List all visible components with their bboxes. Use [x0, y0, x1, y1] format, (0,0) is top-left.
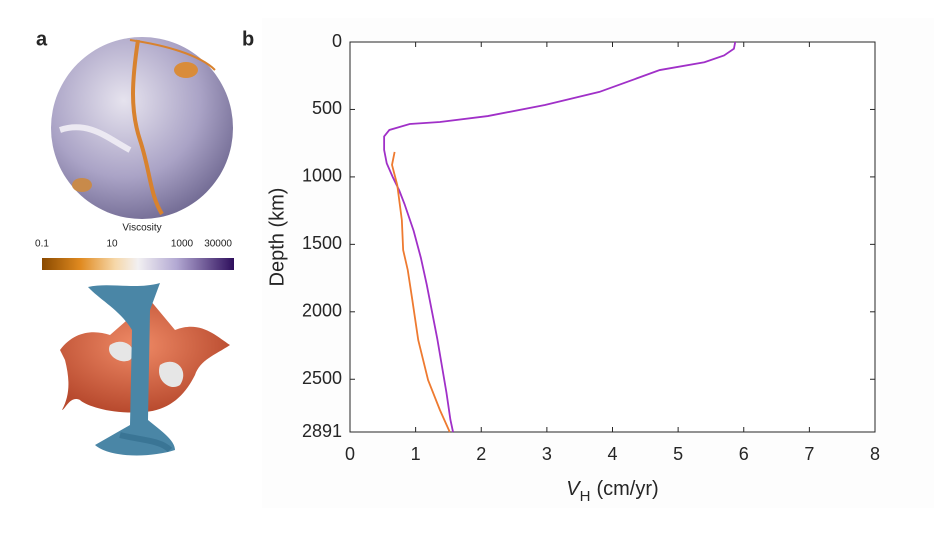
colorbar: [42, 258, 234, 270]
x-tick-label: 1: [411, 444, 421, 464]
y-tick-label: 1500: [302, 233, 342, 253]
x-tick-label: 2: [476, 444, 486, 464]
y-tick-label: 0: [332, 31, 342, 51]
y-tick-label: 2000: [302, 301, 342, 321]
plot-frame: [349, 41, 876, 433]
y-axis-label: Depth (km): [266, 188, 288, 287]
panel-label: b: [242, 28, 254, 50]
panel-label: a: [36, 28, 48, 50]
y-tick-label: 500: [312, 98, 342, 118]
colorbar-label: Viscosity: [122, 223, 161, 234]
plume-illustration: [60, 283, 230, 456]
y-tick-label: 2891: [302, 421, 342, 441]
colorbar-tick: 1000: [171, 239, 194, 250]
series-line: [391, 151, 451, 433]
x-tick-label: 6: [739, 444, 749, 464]
x-tick-label: 8: [870, 444, 880, 464]
x-tick-label: 4: [607, 444, 617, 464]
x-label-var: V: [566, 478, 581, 500]
x-axis-label: VH (cm/yr): [566, 478, 658, 505]
y-tick-label: 1000: [302, 166, 342, 186]
colorbar-tick: 0.1: [35, 239, 49, 250]
x-tick-label: 0: [345, 444, 355, 464]
x-tick-label: 7: [804, 444, 814, 464]
x-label-sub: H: [580, 488, 591, 505]
series-line: [383, 41, 737, 433]
x-label-unit: (cm/yr): [596, 478, 658, 500]
colorbar-tick: 10: [106, 239, 118, 250]
colorbar-tick: 30000: [204, 239, 232, 250]
x-tick-label: 5: [673, 444, 683, 464]
y-tick-label: 2500: [302, 368, 342, 388]
globe-illustration: [51, 37, 233, 219]
x-tick-label: 3: [542, 444, 552, 464]
